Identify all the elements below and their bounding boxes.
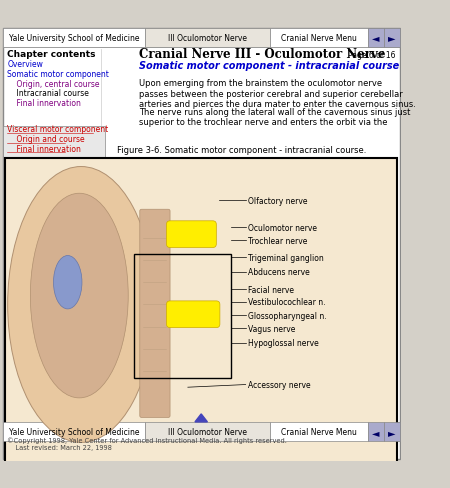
Text: Cranial Nerve Menu: Cranial Nerve Menu	[281, 34, 356, 43]
Text: Glossopharyngeal n.: Glossopharyngeal n.	[248, 311, 327, 320]
Text: Yale University School of Medicine: Yale University School of Medicine	[9, 427, 139, 436]
Text: Upon emerging from the brainstem the oculomotor nerve
passes between the posteri: Upon emerging from the brainstem the ocu…	[139, 79, 416, 109]
Bar	[3, 127, 105, 433]
Text: Accessory nerve: Accessory nerve	[248, 380, 311, 389]
Text: The nerve runs along the lateral wall of the cavernous sinus just
superior to th: The nerve runs along the lateral wall of…	[139, 108, 410, 127]
Text: Figure 3-6. Somatic motor component - intracranial course.: Figure 3-6. Somatic motor component - in…	[117, 146, 366, 155]
Text: Vagus nerve: Vagus nerve	[248, 325, 296, 333]
Bar	[145, 422, 270, 442]
Bar	[270, 422, 368, 442]
Text: Facial nerve: Facial nerve	[248, 285, 294, 294]
Text: ◄: ◄	[372, 34, 379, 43]
Bar	[3, 422, 145, 442]
Bar	[3, 422, 400, 442]
Bar	[3, 29, 400, 48]
Text: ◄: ◄	[372, 427, 379, 437]
Bar	[368, 422, 383, 442]
Text: Olfactory nerve: Olfactory nerve	[248, 197, 308, 205]
Text: Origin, central course: Origin, central course	[7, 80, 100, 88]
Text: ►: ►	[388, 34, 396, 43]
Text: Origin and course: Origin and course	[7, 135, 85, 143]
Text: Yale University School of Medicine: Yale University School of Medicine	[9, 34, 139, 43]
Bar	[135, 254, 230, 379]
Bar	[368, 29, 383, 48]
Ellipse shape	[54, 256, 82, 309]
Text: III Oculomotor Nerve: III Oculomotor Nerve	[168, 427, 247, 436]
Text: Hypoglossal nerve: Hypoglossal nerve	[248, 339, 319, 347]
Text: Intracranial course: Intracranial course	[7, 89, 89, 98]
Text: Overview: Overview	[7, 60, 43, 69]
Text: Somatic motor component - intracranial course: Somatic motor component - intracranial c…	[139, 61, 399, 71]
Text: III Oculomotor Nerve: III Oculomotor Nerve	[168, 34, 247, 43]
Text: ©Copyright 1998, Yale Center for Advanced Instructional Media. All rights reserv: ©Copyright 1998, Yale Center for Advance…	[7, 436, 287, 449]
FancyBboxPatch shape	[140, 210, 170, 418]
Text: Final innervation: Final innervation	[7, 99, 81, 108]
Bar	[5, 158, 397, 465]
Polygon shape	[195, 414, 207, 422]
Text: Trigeminal ganglion: Trigeminal ganglion	[248, 253, 324, 262]
Text: Abducens nerve: Abducens nerve	[248, 267, 310, 277]
Bar	[383, 29, 400, 48]
Bar	[270, 29, 368, 48]
Text: Visceral motor component: Visceral motor component	[7, 124, 108, 134]
FancyBboxPatch shape	[166, 222, 216, 248]
FancyBboxPatch shape	[166, 301, 220, 328]
Ellipse shape	[8, 167, 154, 443]
Text: Somatic motor component: Somatic motor component	[7, 70, 109, 79]
Bar	[383, 422, 400, 442]
Bar	[3, 29, 145, 48]
Text: Trochlear nerve: Trochlear nerve	[248, 236, 308, 245]
Ellipse shape	[30, 194, 128, 398]
Text: ►: ►	[388, 427, 396, 437]
Text: Page 6 of 16: Page 6 of 16	[348, 51, 396, 60]
Text: Final innervation: Final innervation	[7, 144, 81, 153]
Text: Cranial Nerve Menu: Cranial Nerve Menu	[281, 427, 356, 436]
Text: Vestibulocochlear n.: Vestibulocochlear n.	[248, 298, 326, 306]
Text: Oculomotor nerve: Oculomotor nerve	[248, 223, 317, 232]
Text: Chapter contents: Chapter contents	[7, 50, 96, 59]
Bar	[145, 29, 270, 48]
Text: Cranial Nerve III - Oculomotor Nerve: Cranial Nerve III - Oculomotor Nerve	[139, 48, 385, 61]
